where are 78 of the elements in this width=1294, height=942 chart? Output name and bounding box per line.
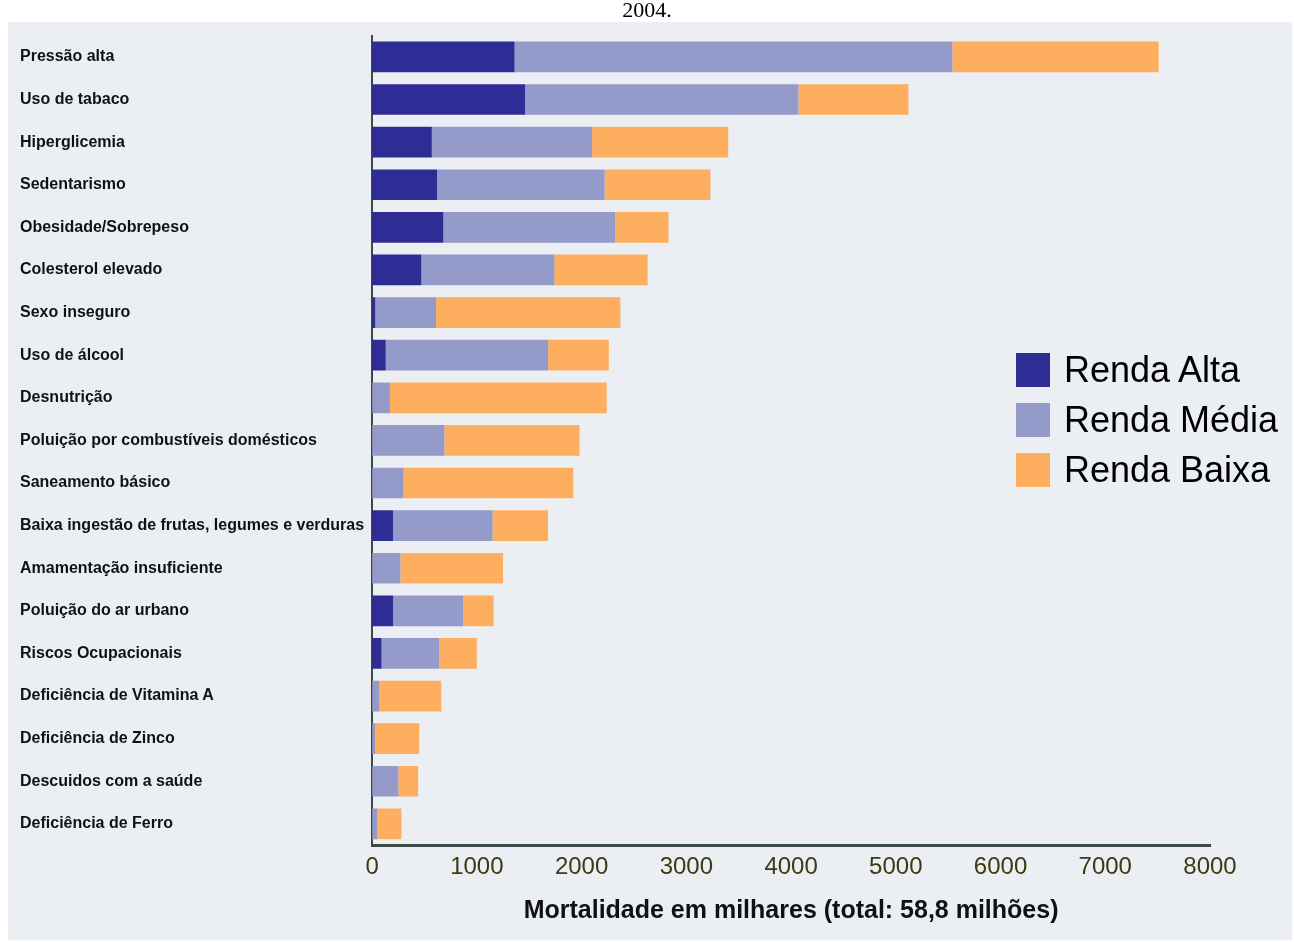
y-tick-label: Desnutrição: [20, 388, 113, 406]
y-tick-label: Poluição do ar urbano: [20, 601, 190, 619]
bar: [492, 510, 549, 541]
bar: [403, 467, 574, 499]
bar: [421, 254, 555, 286]
x-axis-title: Mortalidade em milhares (total: 58,8 milhões): [523, 894, 1059, 923]
bar: [389, 382, 607, 414]
bar: [554, 254, 648, 286]
bar: [436, 297, 621, 328]
bar: [381, 638, 440, 669]
bar: [379, 680, 442, 712]
x-tick-label: 5000: [869, 852, 923, 880]
bar: [372, 552, 401, 584]
bar: [592, 126, 729, 158]
chart-title: 2004.: [621, 0, 673, 22]
y-tick-label: Amamentação insuficiente: [20, 558, 223, 576]
bar: [372, 510, 394, 541]
x-tick-label: 3000: [659, 852, 714, 880]
bar: [372, 765, 399, 797]
bar: [439, 638, 477, 669]
y-tick-label: Saneamento básico: [20, 473, 171, 491]
bar: [444, 425, 580, 456]
bar: [525, 84, 799, 115]
legend-label: Renda Baixa: [1064, 449, 1271, 490]
x-tick-label: 2000: [554, 852, 609, 880]
bar: [372, 382, 390, 414]
y-tick-label: Poluição por combustíveis domésticos: [20, 430, 318, 448]
bar: [431, 126, 593, 158]
x-tick-label: 4000: [764, 852, 818, 880]
bar: [463, 595, 494, 627]
y-tick-label: Riscos Ocupacionais: [20, 643, 182, 661]
bar: [377, 808, 402, 840]
legend-label: Renda Média: [1064, 399, 1279, 440]
y-tick-label: Baixa ingestão de frutas, legumes e verduras: [20, 516, 365, 534]
bar: [372, 595, 394, 627]
bar: [372, 169, 438, 201]
x-tick-label: 0: [365, 852, 379, 880]
y-tick-label: Sexo inseguro: [20, 302, 131, 320]
bar: [385, 339, 549, 371]
y-tick-label: Colesterol elevado: [20, 260, 163, 278]
y-tick-label: Hiperglicemia: [20, 132, 126, 150]
legend-label: Renda Alta: [1064, 349, 1241, 390]
x-tick-label: 1000: [450, 852, 504, 880]
x-tick-label: 7000: [1078, 852, 1132, 880]
bar: [375, 723, 420, 755]
y-tick-label: Deficiência de Vitamina A: [20, 686, 215, 704]
bar: [393, 510, 493, 541]
y-tick-label: Deficiência de Zinco: [20, 729, 175, 747]
y-tick-label: Obesidade/Sobrepeso: [20, 217, 190, 235]
bar: [372, 84, 526, 115]
y-tick-label: Descuidos com a saúde: [20, 771, 203, 789]
bar: [514, 41, 953, 73]
bar: [372, 41, 515, 73]
bar: [952, 41, 1159, 73]
bar: [393, 595, 464, 627]
bar: [398, 765, 419, 797]
bar: [372, 339, 386, 371]
bar: [372, 638, 382, 669]
bar: [615, 212, 669, 243]
bar: [372, 467, 404, 499]
y-tick-label: Deficiência de Ferro: [20, 814, 174, 832]
bar: [548, 339, 609, 371]
bar: [443, 212, 616, 243]
bar: [372, 212, 444, 243]
bar: [372, 425, 445, 456]
bar: [437, 169, 605, 201]
y-tick-label: Sedentarismo: [20, 175, 127, 193]
bar: [604, 169, 711, 201]
bar: [372, 126, 432, 158]
x-tick-label: 8000: [1183, 852, 1237, 880]
y-tick-label: Pressão alta: [20, 47, 115, 65]
bar: [798, 84, 909, 115]
y-tick-label: Uso de tabaco: [20, 89, 130, 107]
bar: [400, 552, 504, 584]
bar: [372, 254, 422, 286]
bar: [375, 297, 437, 328]
y-tick-label: Uso de álcool: [20, 345, 125, 363]
x-tick-label: 6000: [973, 852, 1028, 880]
